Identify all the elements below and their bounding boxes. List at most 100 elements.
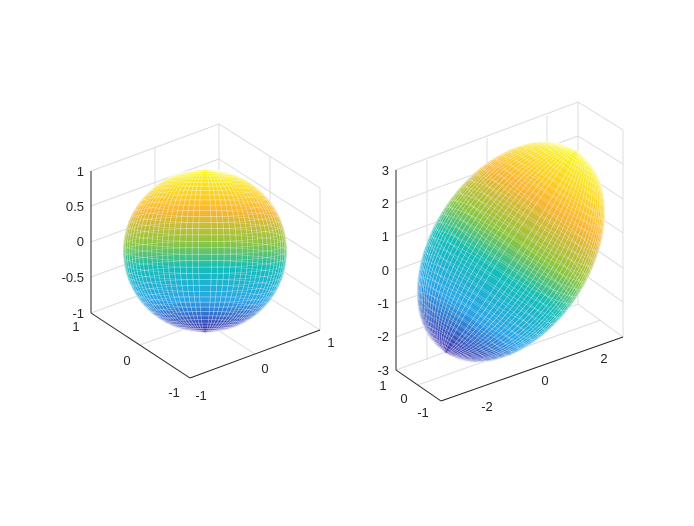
mesh-line [502, 151, 606, 220]
mesh-line [416, 141, 606, 363]
mesh-line [123, 169, 287, 333]
mesh-line [151, 169, 259, 333]
mesh-line [173, 169, 237, 333]
x-tick: -1 [195, 388, 207, 403]
mesh-line [198, 169, 212, 171]
mesh-line [444, 150, 578, 354]
mesh-line [425, 144, 597, 360]
mesh-line [146, 169, 264, 333]
mesh-line [536, 141, 602, 185]
mesh-line [423, 143, 599, 361]
mesh-line [167, 319, 243, 329]
mesh-line [427, 145, 595, 359]
z-tick-labels: 1 0.5 0 -0.5 -1 [62, 164, 84, 321]
mesh-line [156, 169, 254, 333]
mesh-line [138, 169, 272, 333]
mesh-line [444, 150, 578, 354]
mesh-line [417, 141, 605, 363]
mesh-line [138, 169, 272, 333]
axis-lines [395, 170, 624, 402]
mesh-line [443, 149, 579, 355]
mesh-line [179, 169, 231, 333]
mesh-line [423, 143, 599, 361]
mesh-line [124, 169, 286, 333]
mesh-line [422, 143, 600, 361]
mesh-line [198, 331, 212, 333]
x-tick: -2 [481, 399, 493, 414]
mesh-line [161, 169, 249, 333]
mesh-line [437, 148, 585, 356]
mesh-line [151, 181, 259, 196]
mesh-line [123, 228, 287, 249]
mesh-line [185, 169, 225, 333]
mesh-line [429, 145, 593, 359]
y-tick: -1 [417, 405, 429, 420]
mesh-line [431, 146, 591, 358]
mesh-line [167, 173, 243, 183]
mesh-line [123, 240, 287, 262]
mesh-line [191, 169, 219, 333]
mesh-line [419, 142, 603, 362]
mesh-line [134, 169, 276, 333]
mesh-line [443, 149, 579, 355]
sphere-mesh [123, 169, 287, 333]
y-tick-labels: 1 0 -1 [72, 319, 179, 400]
mesh-line [476, 168, 600, 251]
y-tick: -1 [168, 385, 180, 400]
mesh-line [179, 325, 231, 333]
mesh-line [142, 169, 268, 333]
mesh-line [126, 169, 284, 333]
mesh-line [167, 169, 243, 333]
mesh-line [440, 149, 582, 355]
mesh-line [435, 147, 587, 357]
mesh-line [128, 169, 282, 333]
ellipsoid-surface [416, 140, 606, 364]
z-tick: -1 [377, 296, 389, 311]
mesh-line [437, 148, 585, 356]
mesh-line [123, 169, 287, 333]
z-tick: 0 [77, 234, 84, 249]
mesh-line [433, 146, 589, 358]
mesh-line [516, 145, 606, 205]
mesh-line [440, 149, 582, 355]
x-tick: 0 [541, 373, 548, 388]
mesh-line [128, 272, 282, 292]
mesh-line [123, 247, 287, 268]
mesh-line [146, 169, 264, 333]
mesh-line [128, 169, 282, 333]
mesh-line [422, 253, 546, 336]
mesh-line [427, 237, 558, 324]
mesh-line [442, 149, 580, 355]
mesh-line [425, 144, 597, 360]
mesh-line [431, 146, 591, 358]
x-tick-labels: -1 0 1 [195, 335, 334, 403]
mesh-line [167, 169, 243, 333]
mesh-line [142, 169, 268, 333]
y-tick-labels: 1 0 -1 [379, 378, 428, 420]
mesh-line [417, 141, 605, 363]
z-tick: 1 [382, 229, 389, 244]
mesh-line [429, 145, 593, 359]
mesh-line [417, 276, 526, 349]
mesh-line [419, 142, 603, 362]
mesh-line [422, 143, 600, 361]
mesh-line [420, 142, 602, 362]
mesh-line [560, 143, 591, 163]
z-tick: 0.5 [66, 199, 84, 214]
y-tick: 0 [400, 391, 407, 406]
mesh-line [126, 216, 284, 236]
x-tick-labels: -2 0 2 [481, 351, 607, 414]
mesh-line [420, 142, 602, 362]
x-tick: 1 [327, 335, 334, 350]
axes-sphere: 1 0.5 0 -0.5 -1 1 0 -1 -1 0 1 [62, 123, 335, 403]
y-tick: 1 [72, 319, 79, 334]
mesh-line [418, 141, 604, 363]
x-tick: 2 [600, 351, 607, 366]
mesh-line [126, 266, 284, 286]
x-tick: 0 [261, 361, 268, 376]
mesh-line [179, 169, 231, 177]
mesh-line [123, 234, 287, 255]
mesh-line [416, 141, 606, 363]
